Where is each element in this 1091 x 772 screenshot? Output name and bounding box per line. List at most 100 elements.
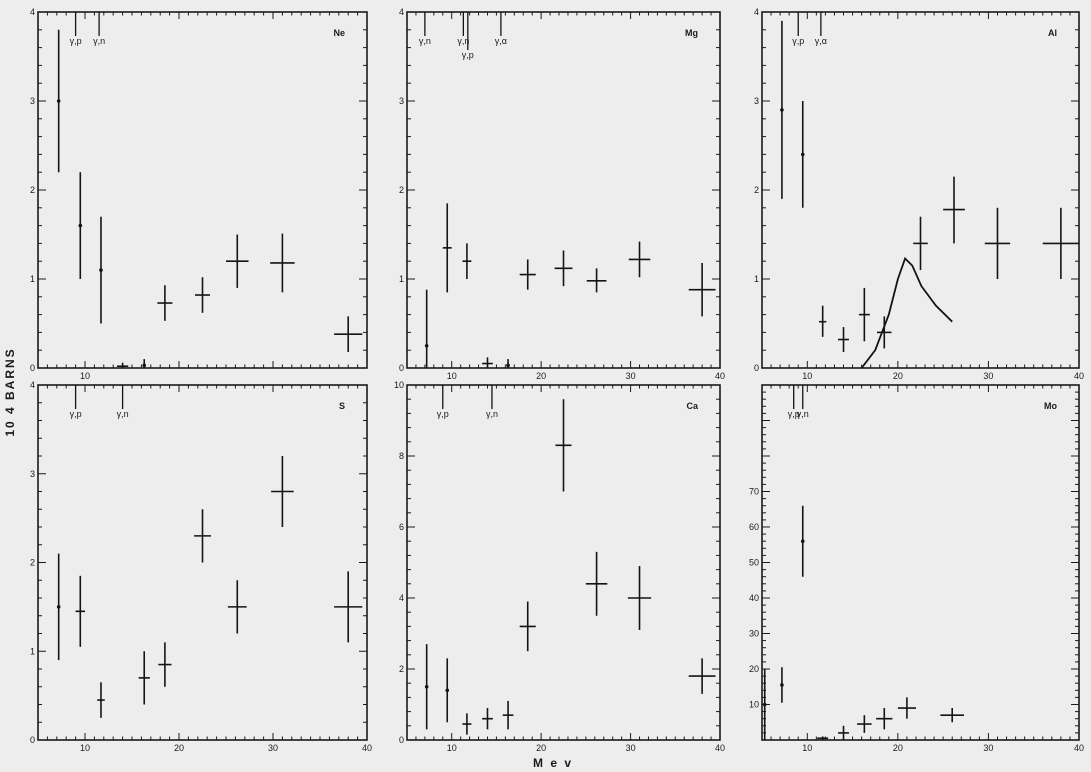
data-point bbox=[142, 359, 147, 368]
threshold-label: γ,n bbox=[419, 36, 431, 46]
data-point bbox=[688, 262, 716, 317]
y-tick-label: 60 bbox=[749, 522, 759, 532]
threshold-label: γ,p bbox=[462, 50, 474, 60]
threshold-label: γ,p bbox=[70, 409, 82, 419]
threshold-label: γ,n bbox=[93, 36, 105, 46]
x-axis-label: M e v bbox=[533, 756, 573, 770]
y-tick-label: 50 bbox=[749, 558, 759, 568]
y-tick-label: 2 bbox=[30, 185, 35, 195]
panel-al: 0 1 2 3 4 10 20 30 40 γ,p γ,α Al bbox=[754, 7, 1084, 381]
y-tick-label: 3 bbox=[30, 96, 35, 106]
threshold-label: γ,p bbox=[70, 36, 82, 46]
data-point bbox=[519, 259, 536, 290]
data-point bbox=[56, 29, 61, 173]
data-point bbox=[800, 505, 805, 577]
data-point bbox=[194, 277, 211, 313]
x-tick-label: 30 bbox=[983, 743, 993, 753]
y-tick-label: 1 bbox=[399, 274, 404, 284]
y-tick-label: 0 bbox=[399, 735, 404, 745]
x-tick-label: 30 bbox=[626, 371, 636, 381]
y-tick-label: 3 bbox=[30, 469, 35, 479]
data-point bbox=[270, 233, 295, 293]
plot-frame bbox=[761, 384, 1080, 741]
data-point bbox=[586, 268, 607, 293]
data-point bbox=[585, 551, 608, 616]
element-label: S bbox=[339, 401, 345, 411]
threshold-label: γ,p bbox=[792, 36, 804, 46]
data-point bbox=[554, 250, 573, 287]
plot-frame bbox=[761, 11, 1080, 369]
data-point bbox=[817, 736, 829, 740]
element-label: Ne bbox=[333, 28, 345, 38]
x-tick-label: 40 bbox=[1074, 371, 1084, 381]
panel-mg: 0 1 2 3 4 10 20 30 40 γ,n γ,n γ,p γ,α Mg bbox=[399, 7, 725, 381]
data-point bbox=[876, 708, 893, 730]
data-point bbox=[424, 644, 429, 730]
data-point bbox=[334, 316, 363, 352]
threshold-label: γ,n bbox=[486, 409, 498, 419]
y-tick-label: 6 bbox=[399, 522, 404, 532]
data-point bbox=[445, 658, 450, 723]
plot-frame bbox=[37, 11, 368, 369]
y-tick-label: 2 bbox=[30, 558, 35, 568]
threshold-label: γ,α bbox=[815, 36, 827, 46]
y-tick-label: 4 bbox=[399, 593, 404, 603]
data-point bbox=[877, 316, 892, 349]
y-axis-label: 10 4 BARNS bbox=[3, 347, 17, 436]
threshold-label: γ,p bbox=[437, 409, 449, 419]
x-tick-label: 30 bbox=[983, 371, 993, 381]
plot-frame bbox=[406, 384, 721, 741]
y-tick-label: 2 bbox=[399, 664, 404, 674]
data-point bbox=[857, 715, 872, 733]
x-tick-label: 10 bbox=[80, 371, 90, 381]
x-tick-label: 40 bbox=[362, 743, 372, 753]
y-tick-label: 1 bbox=[30, 646, 35, 656]
data-point bbox=[227, 580, 247, 634]
data-point bbox=[780, 667, 784, 703]
data-point bbox=[194, 509, 211, 563]
y-tick-label: 70 bbox=[749, 487, 759, 497]
y-tick-label: 2 bbox=[399, 185, 404, 195]
element-label: Al bbox=[1048, 28, 1057, 38]
threshold-label: γ,n bbox=[457, 36, 469, 46]
y-tick-label: 0 bbox=[30, 363, 35, 373]
data-point bbox=[555, 399, 572, 492]
data-point bbox=[943, 176, 965, 244]
theory-curve bbox=[860, 256, 953, 369]
plot-frame bbox=[406, 11, 721, 369]
data-point bbox=[78, 172, 83, 279]
data-point bbox=[75, 575, 85, 647]
data-point bbox=[157, 285, 173, 321]
y-tick-label: 0 bbox=[754, 363, 759, 373]
x-tick-label: 10 bbox=[80, 743, 90, 753]
data-point bbox=[502, 700, 514, 730]
data-point bbox=[226, 234, 249, 288]
data-point bbox=[424, 289, 429, 368]
y-tick-label: 30 bbox=[749, 629, 759, 639]
panel-s: 0 1 2 3 4 10 20 30 40 γ,p γ,n S bbox=[30, 380, 372, 753]
panel-mo: 10 20 30 40 50 60 70 10 20 30 40 γ,pγ,n Mo bbox=[749, 384, 1084, 753]
x-tick-label: 40 bbox=[715, 371, 725, 381]
y-tick-label: 3 bbox=[754, 96, 759, 106]
x-tick-label: 10 bbox=[802, 371, 812, 381]
x-tick-label: 20 bbox=[536, 743, 546, 753]
data-point bbox=[800, 101, 805, 208]
data-point bbox=[1042, 207, 1079, 279]
y-tick-label: 40 bbox=[749, 593, 759, 603]
data-point bbox=[627, 566, 652, 630]
data-point bbox=[271, 456, 294, 527]
x-tick-label: 20 bbox=[893, 743, 903, 753]
data-point bbox=[56, 553, 61, 661]
data-point bbox=[819, 305, 827, 337]
x-tick-label: 10 bbox=[802, 743, 812, 753]
y-tick-label: 4 bbox=[30, 7, 35, 17]
y-tick-label: 4 bbox=[754, 7, 759, 17]
x-tick-label: 40 bbox=[1074, 743, 1084, 753]
y-tick-label: 0 bbox=[30, 735, 35, 745]
data-point bbox=[897, 697, 916, 719]
data-point bbox=[99, 216, 103, 324]
threshold-label: γ,p bbox=[788, 409, 800, 419]
x-tick-label: 40 bbox=[715, 743, 725, 753]
x-tick-label: 20 bbox=[893, 371, 903, 381]
